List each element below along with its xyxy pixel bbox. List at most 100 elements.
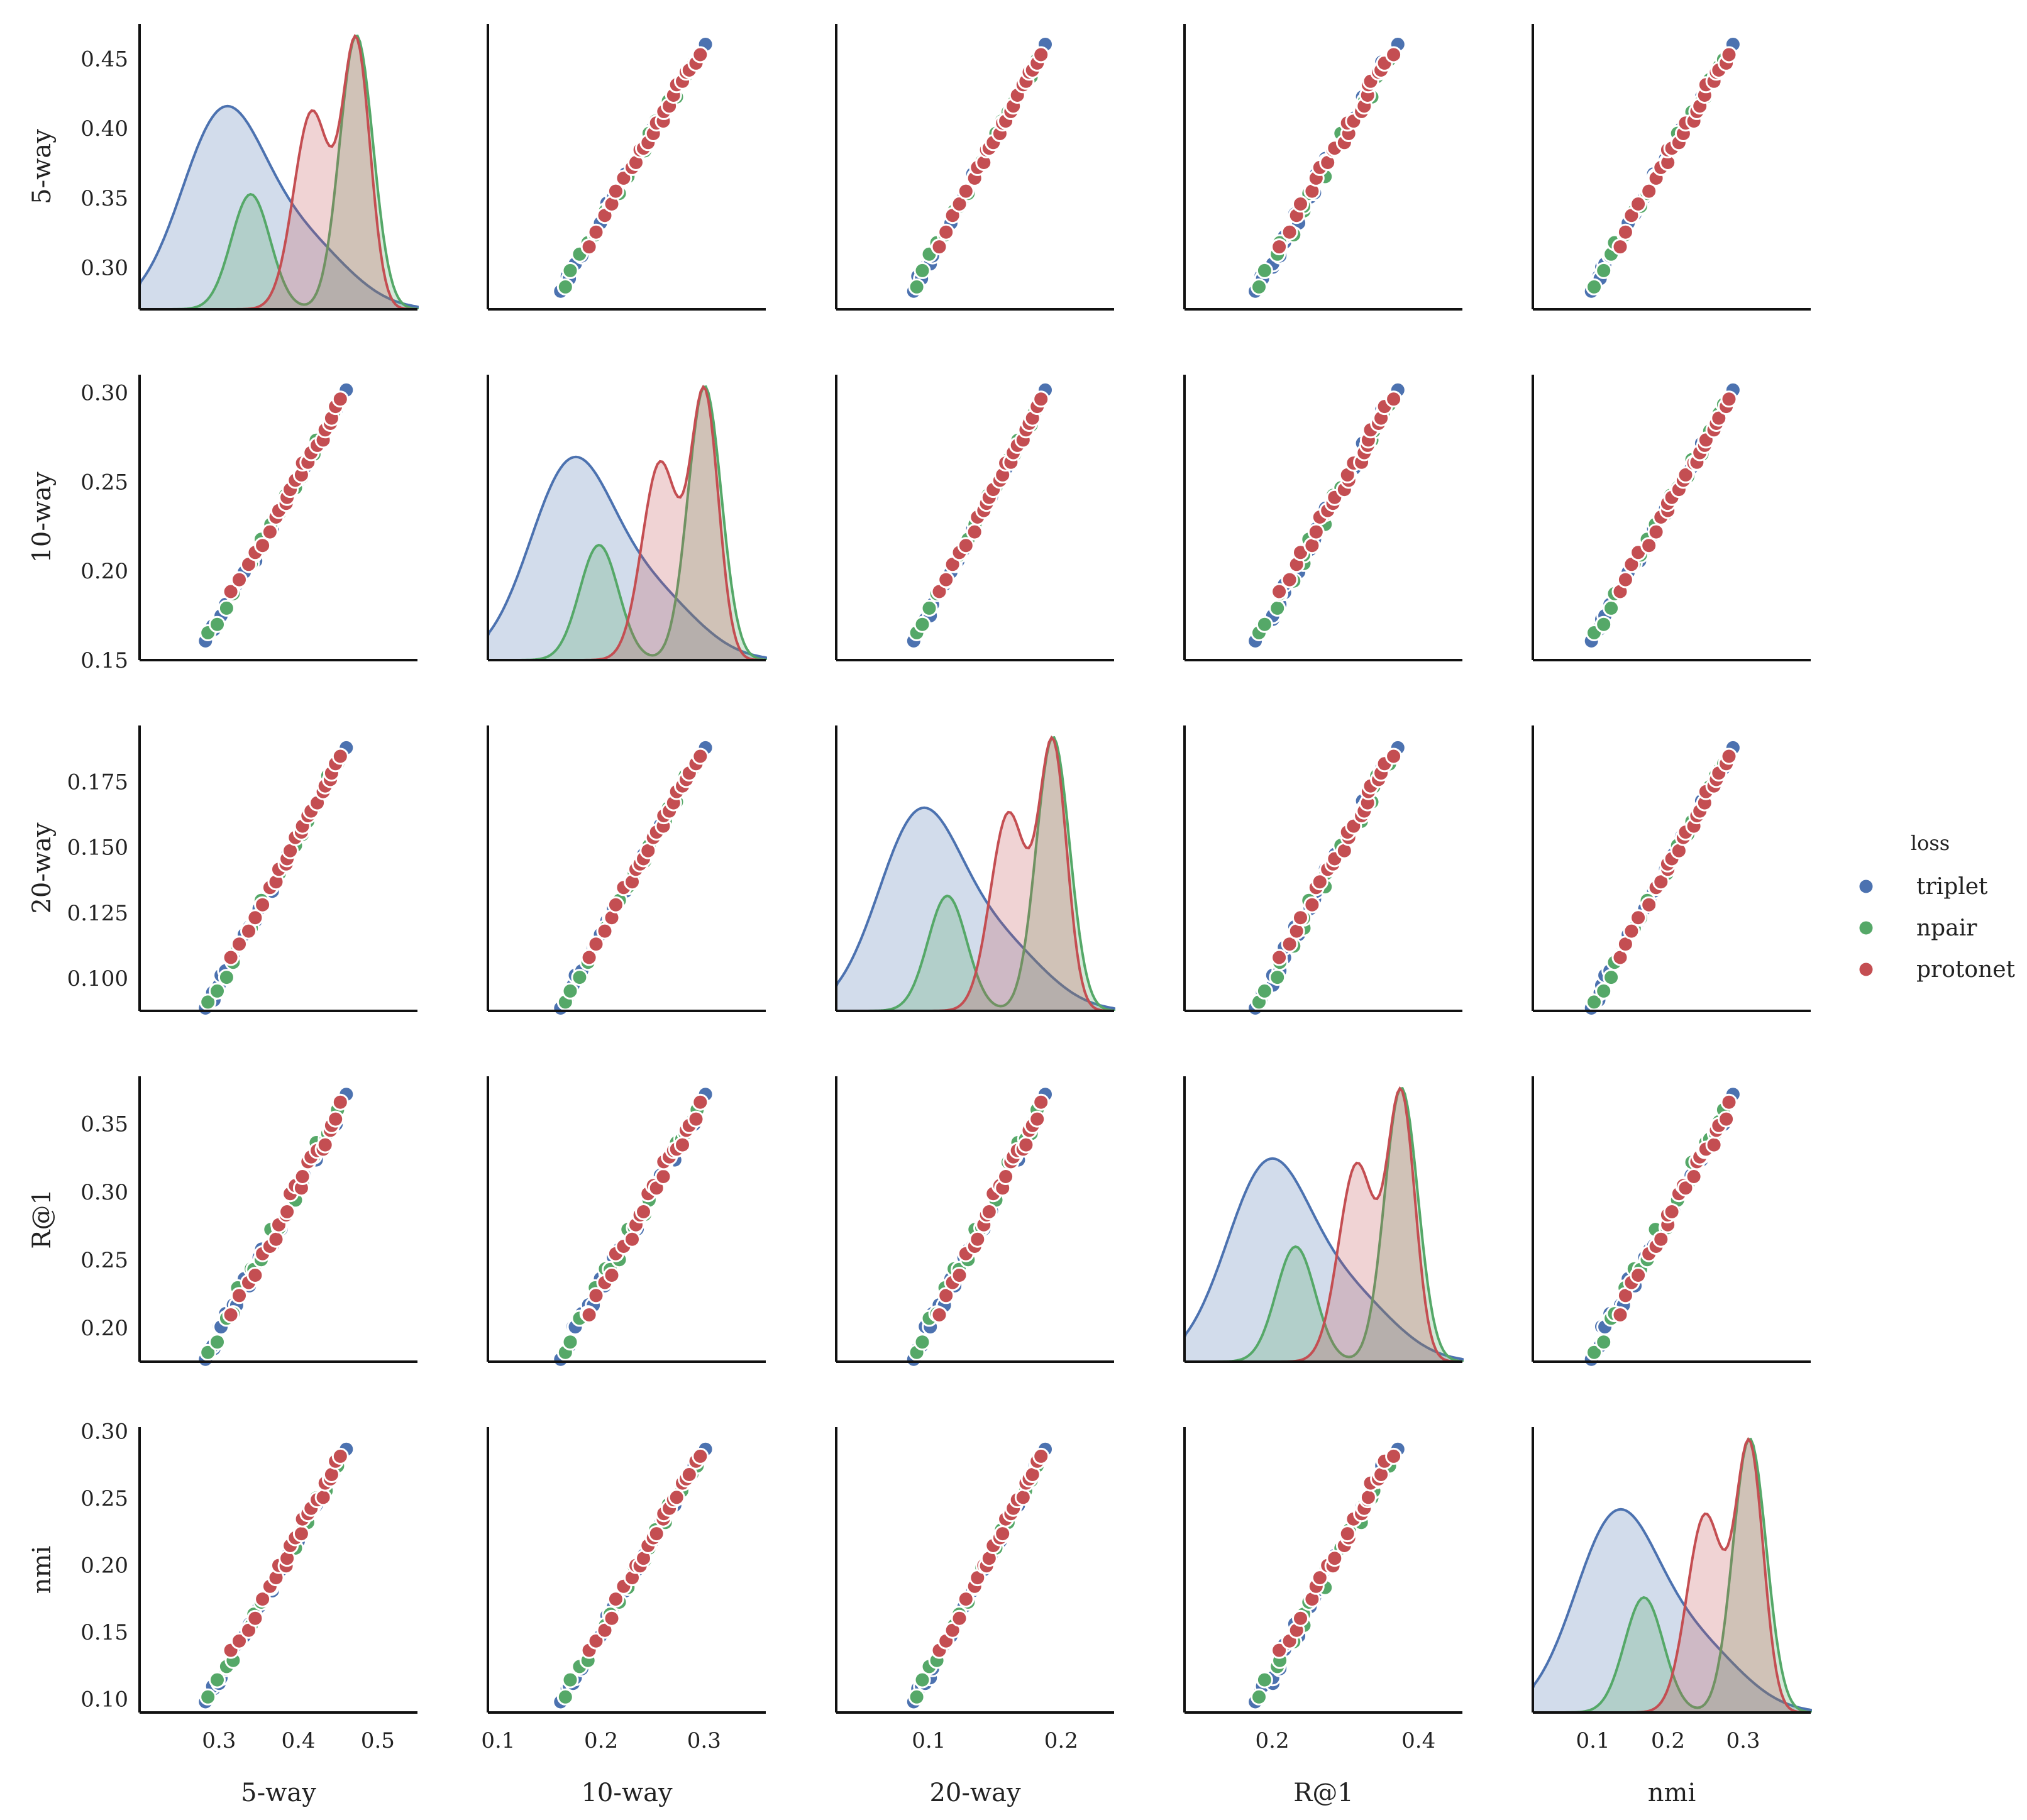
scatter-point-protonet (587, 935, 605, 953)
scatter-point-protonet (1032, 46, 1050, 63)
panel-nmi-vs-nmi: 0.1 0.2 0.3 (1532, 1427, 1812, 1753)
scatter-point-protonet (692, 46, 709, 63)
scatter-point-protonet (1029, 1110, 1046, 1128)
x-tick-label: 0.5 (361, 1728, 395, 1753)
kde-fill-protonet (140, 36, 417, 310)
scatter-point-npair (1256, 615, 1273, 633)
x-tick-label: 0.3 (687, 1728, 721, 1753)
scatter-point-protonet (1647, 523, 1665, 541)
x-axis-title-rat1: R@1 (1293, 1779, 1354, 1807)
y-tick-label: 0.100 (67, 966, 128, 991)
scatter-point-protonet (1281, 935, 1298, 953)
legend-label-npair: npair (1916, 915, 1977, 941)
scatter-point-protonet (596, 922, 614, 940)
scatter-point-protonet (327, 1110, 345, 1128)
scatter-point-npair (1251, 278, 1268, 295)
scatter-point-protonet (654, 1168, 672, 1185)
scatter-point-npair (571, 969, 588, 986)
scatter-point-protonet (1014, 1489, 1032, 1506)
scatter-point-npair (1269, 969, 1286, 986)
scatter-point-protonet (607, 1591, 624, 1608)
scatter-point-protonet (994, 1525, 1012, 1543)
y-tick-label: 0.175 (67, 770, 128, 795)
scatter-point-npair (199, 1343, 217, 1361)
scatter-point-protonet (1630, 1267, 1647, 1284)
panel-20-way-vs-nmi (1532, 725, 1811, 1017)
scatter-point-protonet (261, 523, 279, 541)
scatter-point-protonet (1311, 1569, 1328, 1587)
scatter-point-protonet (980, 1203, 998, 1220)
scatter-point-npair (1595, 1333, 1613, 1351)
scatter-point-protonet (1271, 583, 1288, 600)
x-tick-label: 0.2 (1256, 1728, 1290, 1753)
scatter-point-npair (1586, 278, 1603, 295)
scatter-point-protonet (1623, 922, 1640, 940)
scatter-point-protonet (222, 949, 240, 966)
scatter-point-protonet (231, 571, 248, 588)
scatter-point-protonet (1640, 896, 1658, 913)
y-tick-label: 0.20 (80, 559, 128, 584)
scatter-point-npair (218, 599, 235, 617)
scatter-point-protonet (246, 1609, 264, 1627)
scatter-point-protonet (1271, 949, 1288, 966)
scatter-point-protonet (1385, 1447, 1403, 1465)
panel-10-way-vs-10-way (487, 375, 767, 661)
scatter-point-protonet (966, 523, 983, 541)
panel-nmi-vs-20-way: 0.1 0.2 (835, 1427, 1114, 1753)
scatter-point-npair (1595, 262, 1613, 279)
scatter-point-protonet (1720, 46, 1738, 63)
kde-line-triplet (487, 455, 767, 659)
kde-fill-protonet (836, 737, 1114, 1011)
scatter-point-protonet (624, 1230, 641, 1248)
panel-10-way-vs-20-way (835, 375, 1114, 661)
scatter-point-protonet (1630, 196, 1647, 212)
scatter-point-npair (914, 1333, 931, 1351)
scatter-point-npair (1586, 993, 1603, 1011)
scatter-point-protonet (246, 909, 264, 927)
scatter-point-protonet (331, 747, 349, 765)
scatter-point-protonet (316, 1136, 334, 1154)
scatter-point-protonet (951, 1267, 968, 1284)
scatter-point-protonet (580, 238, 598, 256)
scatter-point-protonet (1385, 747, 1403, 765)
kde-line-triplet (138, 104, 419, 309)
scatter-point-protonet (292, 1525, 310, 1543)
scatter-point-protonet (1677, 466, 1694, 483)
scatter-point-npair (914, 262, 931, 279)
scatter-point-npair (209, 615, 226, 633)
scatter-point-protonet (580, 1306, 598, 1323)
x-tick-label: 0.1 (481, 1728, 515, 1753)
scatter-point-protonet (1311, 873, 1328, 891)
x-tick-label: 0.3 (202, 1728, 236, 1753)
scatter-point-protonet (1032, 1447, 1050, 1465)
y-tick-label: 0.150 (67, 836, 128, 861)
scatter-point-protonet (1281, 223, 1298, 241)
scatter-point-protonet (1705, 1136, 1723, 1154)
kde-fill-npair (488, 387, 766, 660)
panel-nmi-vs-5-way: 0.10 0.15 0.20 0.25 0.30 0.3 0.4 0.5 (80, 1419, 417, 1753)
scatter-point-protonet (1281, 571, 1298, 588)
scatter-point-protonet (692, 747, 709, 765)
scatter-point-npair (1256, 262, 1273, 279)
y-axis-title-20-way: 20-way (28, 822, 57, 914)
scatter-point-protonet (951, 1609, 968, 1627)
scatter-point-protonet (587, 223, 605, 241)
scatter-point-protonet (957, 1591, 975, 1608)
scatter-point-protonet (957, 182, 975, 200)
scatter-point-npair (199, 1688, 217, 1706)
scatter-point-protonet (1640, 182, 1658, 200)
panel-rat1-vs-20-way (835, 1076, 1114, 1368)
y-axis-title-nmi: nmi (28, 1546, 57, 1594)
scatter-point-protonet (314, 1489, 332, 1506)
scatter-point-protonet (937, 223, 955, 241)
panel-rat1-vs-nmi (1532, 1076, 1811, 1368)
scatter-point-npair (908, 1688, 925, 1706)
scatter-point-protonet (997, 1168, 1015, 1185)
scatter-point-protonet (1339, 1525, 1356, 1543)
scatter-point-protonet (687, 1110, 705, 1128)
panel-20-way-vs-10-way (487, 725, 766, 1017)
y-tick-label: 0.125 (67, 901, 128, 926)
y-tick-label: 0.15 (80, 1620, 128, 1645)
scatter-point-protonet (648, 1525, 665, 1543)
kde-fill-triplet (488, 456, 766, 660)
